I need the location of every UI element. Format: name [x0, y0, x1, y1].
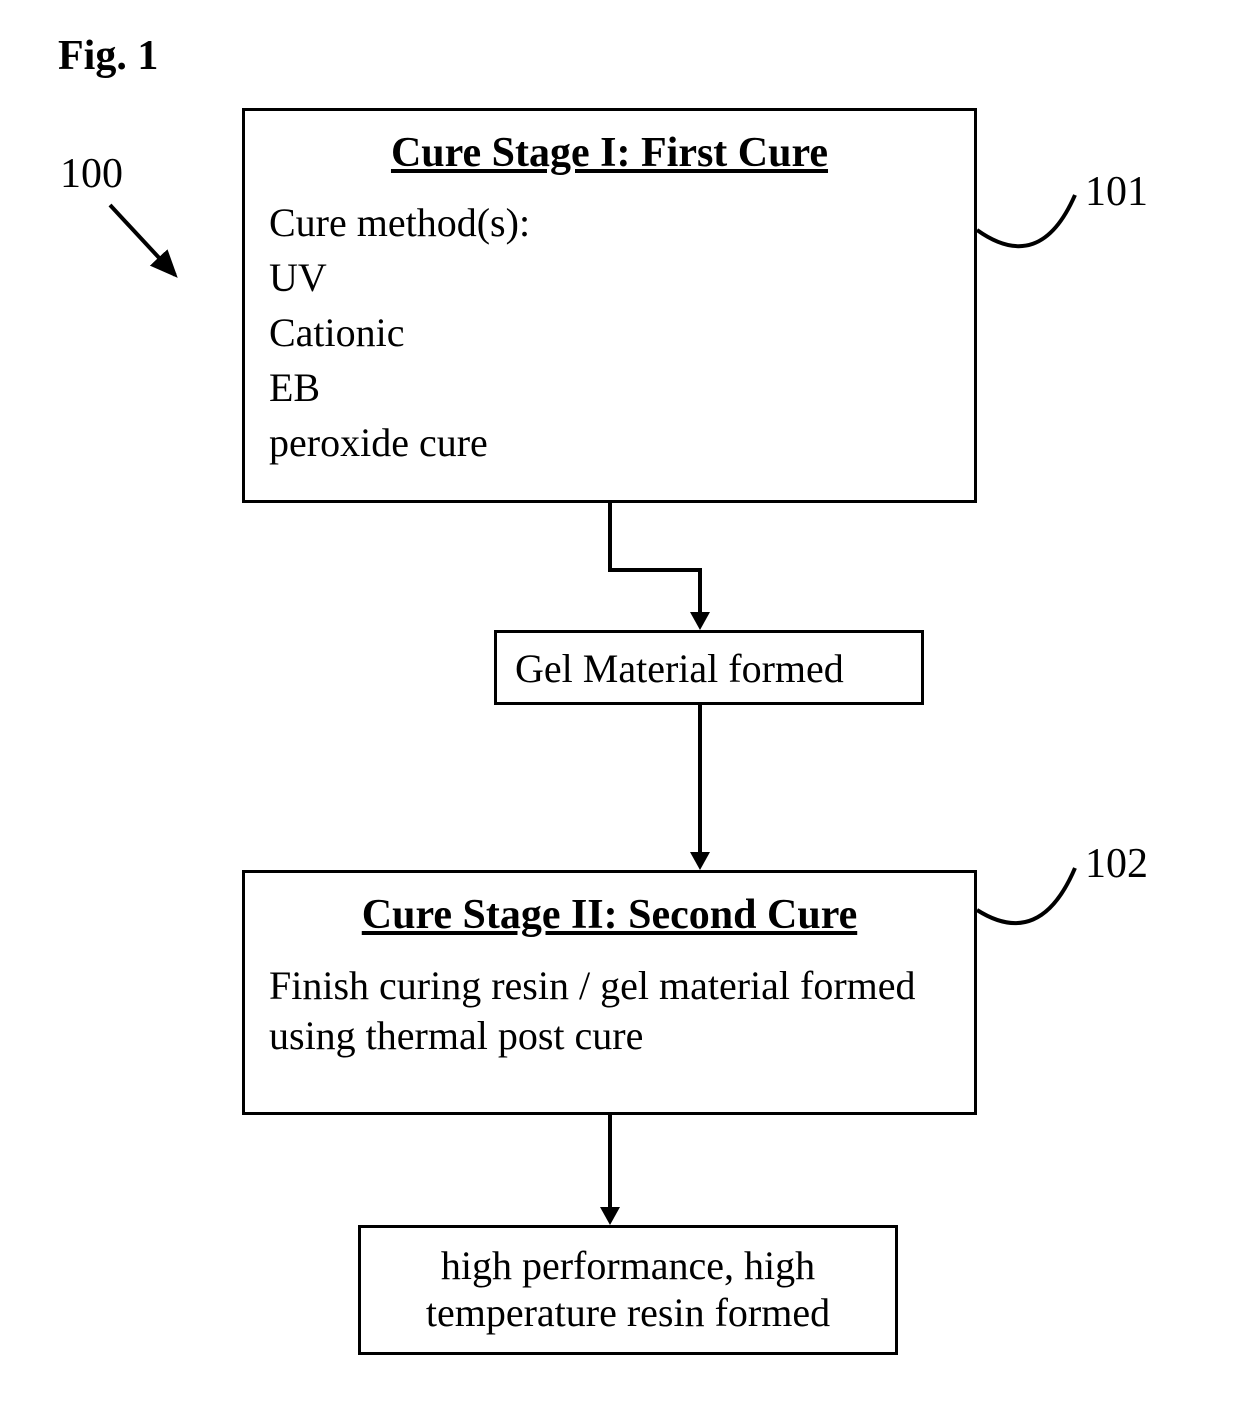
arrow-1-seg1 [608, 503, 612, 572]
arrow-1-seg2 [608, 568, 702, 572]
stage1-line2: UV [269, 254, 950, 301]
arrow-3-seg [608, 1115, 612, 1207]
stage1-line1: Cure method(s): [269, 199, 950, 246]
stage2-body: Finish curing resin / gel material forme… [269, 961, 950, 1061]
result-line2: temperature resin formed [379, 1289, 877, 1336]
arrow-2-head [690, 852, 710, 870]
gel-text: Gel Material formed [515, 645, 903, 692]
box-cure-stage-1: Cure Stage I: First Cure Cure method(s):… [242, 108, 977, 503]
box-result: high performance, high temperature resin… [358, 1225, 898, 1355]
stage1-line3: Cationic [269, 309, 950, 356]
box-gel-material: Gel Material formed [494, 630, 924, 705]
stage1-line5: peroxide cure [269, 419, 950, 466]
result-line1: high performance, high [379, 1242, 877, 1289]
box-cure-stage-2: Cure Stage II: Second Cure Finish curing… [242, 870, 977, 1115]
stage2-title: Cure Stage II: Second Cure [269, 891, 950, 939]
stage1-line4: EB [269, 364, 950, 411]
arrow-3-head [600, 1207, 620, 1225]
arrow-1-seg3 [698, 568, 702, 612]
stage1-title: Cure Stage I: First Cure [269, 129, 950, 177]
arrow-2-seg [698, 705, 702, 852]
arrow-1-head [690, 612, 710, 630]
